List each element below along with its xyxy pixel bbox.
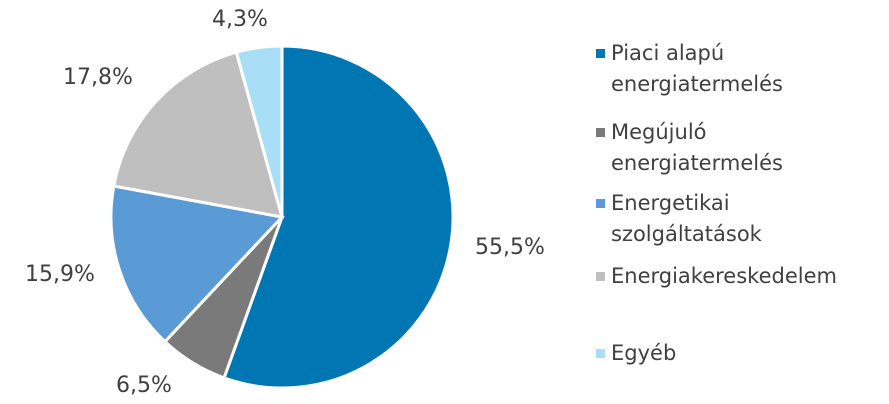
pie-slice-egyeb [234,44,284,218]
legend-swatch-megujulo [596,128,605,137]
legend-item-megujulo: Megújuló energiatermelés [596,117,783,179]
legend-label-energetikai: Energetikai szolgáltatások [611,191,762,246]
legend-label-egyeb: Egyéb [611,341,677,365]
legend-label-piaci: Piaci alapú energiatermelés [611,41,783,96]
pie-slice-piaci [222,44,455,390]
pie-slice-energetikai [109,184,285,344]
data-label-megujulo: 6,5% [116,373,172,398]
pie-data-labels: 55,5% 6,5% 15,9% 17,8% 4,3% [25,7,545,398]
pie-slice-energiakereskedelem [112,50,285,219]
legend-swatch-egyeb [596,349,605,358]
data-label-energiakereskedelem: 17,8% [63,65,133,90]
legend-item-energetikai: Energetikai szolgáltatások [596,188,762,250]
legend-label-energiakereskedelem: Energiakereskedelem [611,264,837,288]
legend-swatch-energetikai [596,199,605,208]
data-label-egyeb: 4,3% [212,7,268,32]
legend-item-piaci: Piaci alapú energiatermelés [596,38,783,100]
legend-item-energiakereskedelem: Energiakereskedelem [596,261,837,292]
legend-label-megujulo: Megújuló energiatermelés [611,120,783,175]
data-label-piaci: 55,5% [475,235,545,260]
data-label-energetikai: 15,9% [25,262,95,287]
pie-slices [109,44,455,390]
legend-swatch-piaci [596,49,605,58]
legend-swatch-energiakereskedelem [596,272,605,281]
legend-item-egyeb: Egyéb [596,338,676,369]
